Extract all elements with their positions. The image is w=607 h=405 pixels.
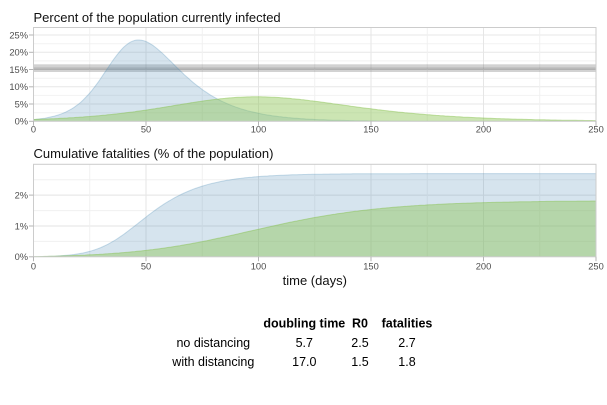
svg-text:200: 200 <box>476 261 492 271</box>
svg-text:with distancing: with distancing <box>171 355 254 369</box>
svg-text:fatalities: fatalities <box>382 317 433 331</box>
svg-text:200: 200 <box>476 124 492 134</box>
svg-text:Percent of the population curr: Percent of the population currently infe… <box>34 10 281 25</box>
svg-text:2.5: 2.5 <box>351 336 368 350</box>
svg-text:R0: R0 <box>352 317 368 331</box>
svg-text:1%: 1% <box>15 221 28 231</box>
svg-text:doubling time: doubling time <box>263 317 345 331</box>
svg-text:0: 0 <box>31 261 36 271</box>
svg-text:1.5: 1.5 <box>351 355 368 369</box>
svg-text:0%: 0% <box>15 117 28 127</box>
svg-text:Cumulative fatalities (% of th: Cumulative fatalities (% of the populati… <box>34 146 274 161</box>
svg-text:17.0: 17.0 <box>292 355 316 369</box>
svg-text:25%: 25% <box>9 30 28 40</box>
svg-text:150: 150 <box>363 124 379 134</box>
svg-text:no distancing: no distancing <box>176 336 250 350</box>
svg-text:time (days): time (days) <box>283 273 347 288</box>
svg-text:2%: 2% <box>15 191 28 201</box>
svg-text:0%: 0% <box>15 252 28 262</box>
svg-text:1.8: 1.8 <box>398 355 415 369</box>
svg-text:50: 50 <box>141 261 151 271</box>
svg-text:250: 250 <box>588 261 604 271</box>
svg-text:5.7: 5.7 <box>296 336 313 350</box>
svg-text:0: 0 <box>31 124 36 134</box>
svg-text:10%: 10% <box>9 82 28 92</box>
svg-text:2.7: 2.7 <box>398 336 415 350</box>
svg-text:50: 50 <box>141 124 151 134</box>
svg-text:15%: 15% <box>9 65 28 75</box>
svg-text:150: 150 <box>363 261 379 271</box>
svg-text:100: 100 <box>251 261 267 271</box>
svg-text:100: 100 <box>251 124 267 134</box>
svg-text:250: 250 <box>588 124 604 134</box>
svg-text:5%: 5% <box>15 99 28 109</box>
svg-text:20%: 20% <box>9 48 28 58</box>
